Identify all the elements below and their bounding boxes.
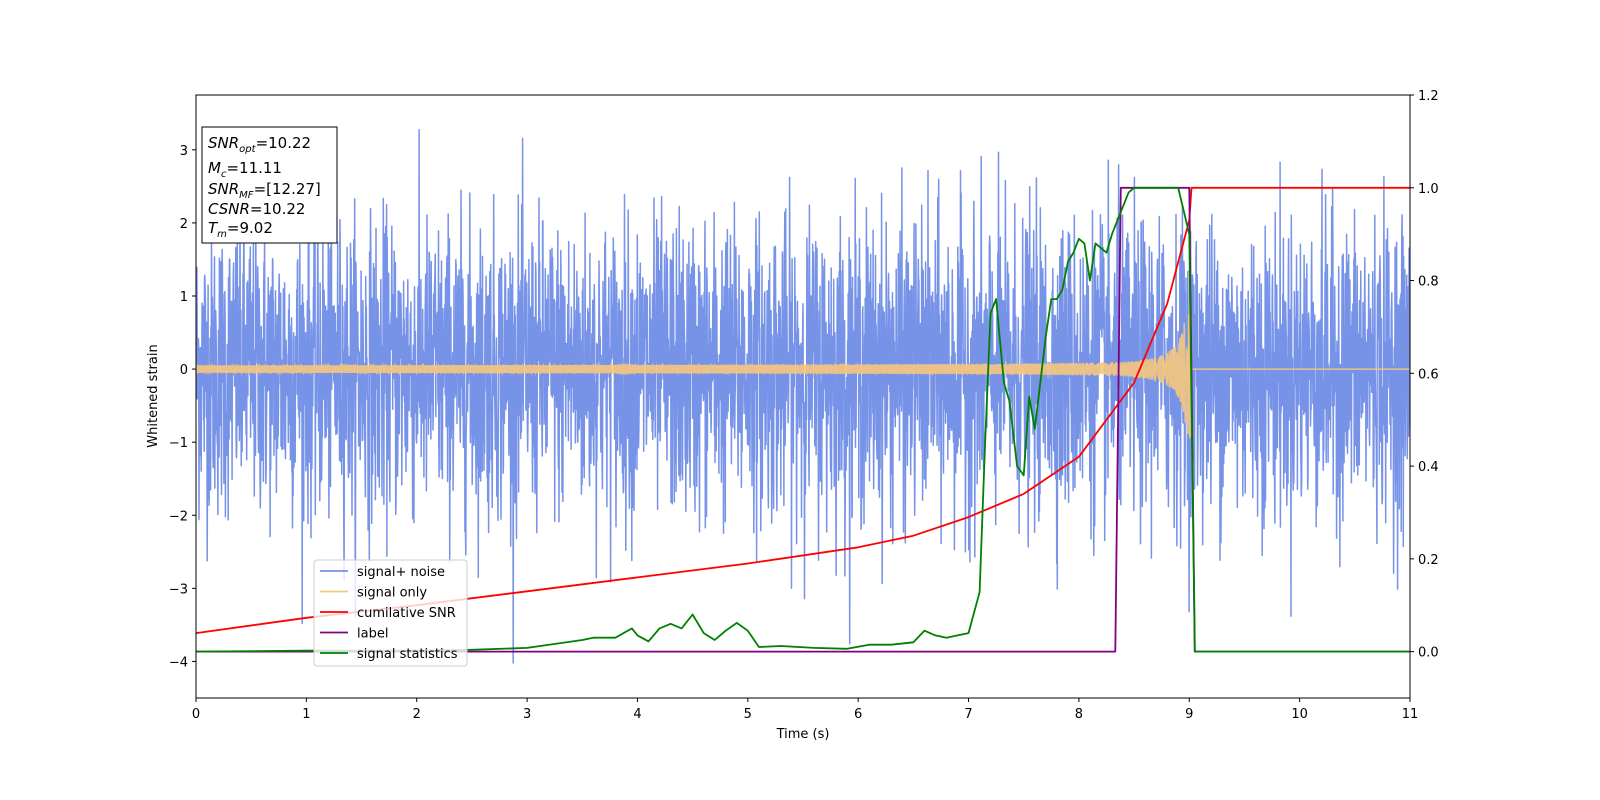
y-left-tick-label: −1 <box>169 436 188 451</box>
legend-label: label <box>357 627 388 642</box>
x-axis-label: Time (s) <box>776 727 830 742</box>
x-tick-label: 0 <box>192 707 200 722</box>
legend-frame <box>313 559 468 667</box>
info-box-frame <box>201 126 338 244</box>
info-line-csnr: CSNR=10.22 <box>208 200 305 218</box>
x-tick-label: 9 <box>1185 707 1193 722</box>
series-signal-noise <box>196 128 1410 664</box>
series-signal-only <box>196 300 1410 439</box>
plot-frame <box>195 94 1411 699</box>
y-right-tick-label: 1.0 <box>1418 182 1439 197</box>
legend: signal+ noise signal only cumilative SNR la… <box>313 559 468 667</box>
y-right-tick-label: 0.4 <box>1418 460 1439 475</box>
legend-label: signal statistics <box>357 647 458 662</box>
y-left-tick-label: 3 <box>180 144 188 159</box>
y-left-tick-label: −4 <box>169 655 188 670</box>
y-right-tick-label: 0.2 <box>1418 553 1439 568</box>
x-tick-label: 5 <box>744 707 752 722</box>
series-signal-statistics <box>196 186 1410 653</box>
info-line-snr-opt: SNRopt=10.22 <box>208 134 311 155</box>
legend-label: signal+ noise <box>357 565 445 580</box>
x-tick-label: 3 <box>523 707 531 722</box>
x-tick-label: 8 <box>1075 707 1083 722</box>
x-tick-label: 7 <box>964 707 972 722</box>
y-left-tick-label: −2 <box>169 509 188 524</box>
y-axis-label: Whitened strain <box>146 344 161 447</box>
y-axis-left-ticks: 3 2 1 0 −1 −2 −3 −4 <box>169 144 196 670</box>
legend-items: signal+ noise signal only cumilative SNR la… <box>320 565 458 662</box>
y-left-tick-label: 1 <box>180 290 188 305</box>
x-tick-label: 4 <box>633 707 641 722</box>
info-line-snr-mf: SNRMF=[12.27] <box>208 180 321 201</box>
y-right-tick-label: 1.2 <box>1418 89 1439 104</box>
series-layer <box>196 128 1410 664</box>
x-tick-label: 1 <box>302 707 310 722</box>
legend-label: cumilative SNR <box>357 606 456 621</box>
x-tick-label: 6 <box>854 707 862 722</box>
y-right-tick-label: 0.0 <box>1418 646 1439 661</box>
x-axis-ticks: 0 1 2 3 4 5 6 7 8 9 10 11 <box>192 698 1418 722</box>
info-line-mc: Mc=11.11 <box>208 159 282 180</box>
y-left-tick-label: 0 <box>180 363 188 378</box>
y-axis-right-ticks: 1.2 1.0 0.8 0.6 0.4 0.2 0.0 <box>1410 89 1439 661</box>
y-right-tick-label: 0.6 <box>1418 367 1439 382</box>
legend-label: signal only <box>357 586 427 601</box>
x-tick-label: 10 <box>1291 707 1308 722</box>
x-tick-label: 2 <box>413 707 421 722</box>
series-cumilative-snr <box>196 186 1410 634</box>
x-tick-label: 11 <box>1402 707 1419 722</box>
y-left-tick-label: −3 <box>169 582 188 597</box>
info-line-tm: Tm=9.02 <box>208 219 273 240</box>
y-left-tick-label: 2 <box>180 217 188 232</box>
info-box: SNRopt=10.22 Mc=11.11 SNRMF=[12.27] CSNR… <box>201 126 338 244</box>
y-right-tick-label: 0.8 <box>1418 275 1439 290</box>
